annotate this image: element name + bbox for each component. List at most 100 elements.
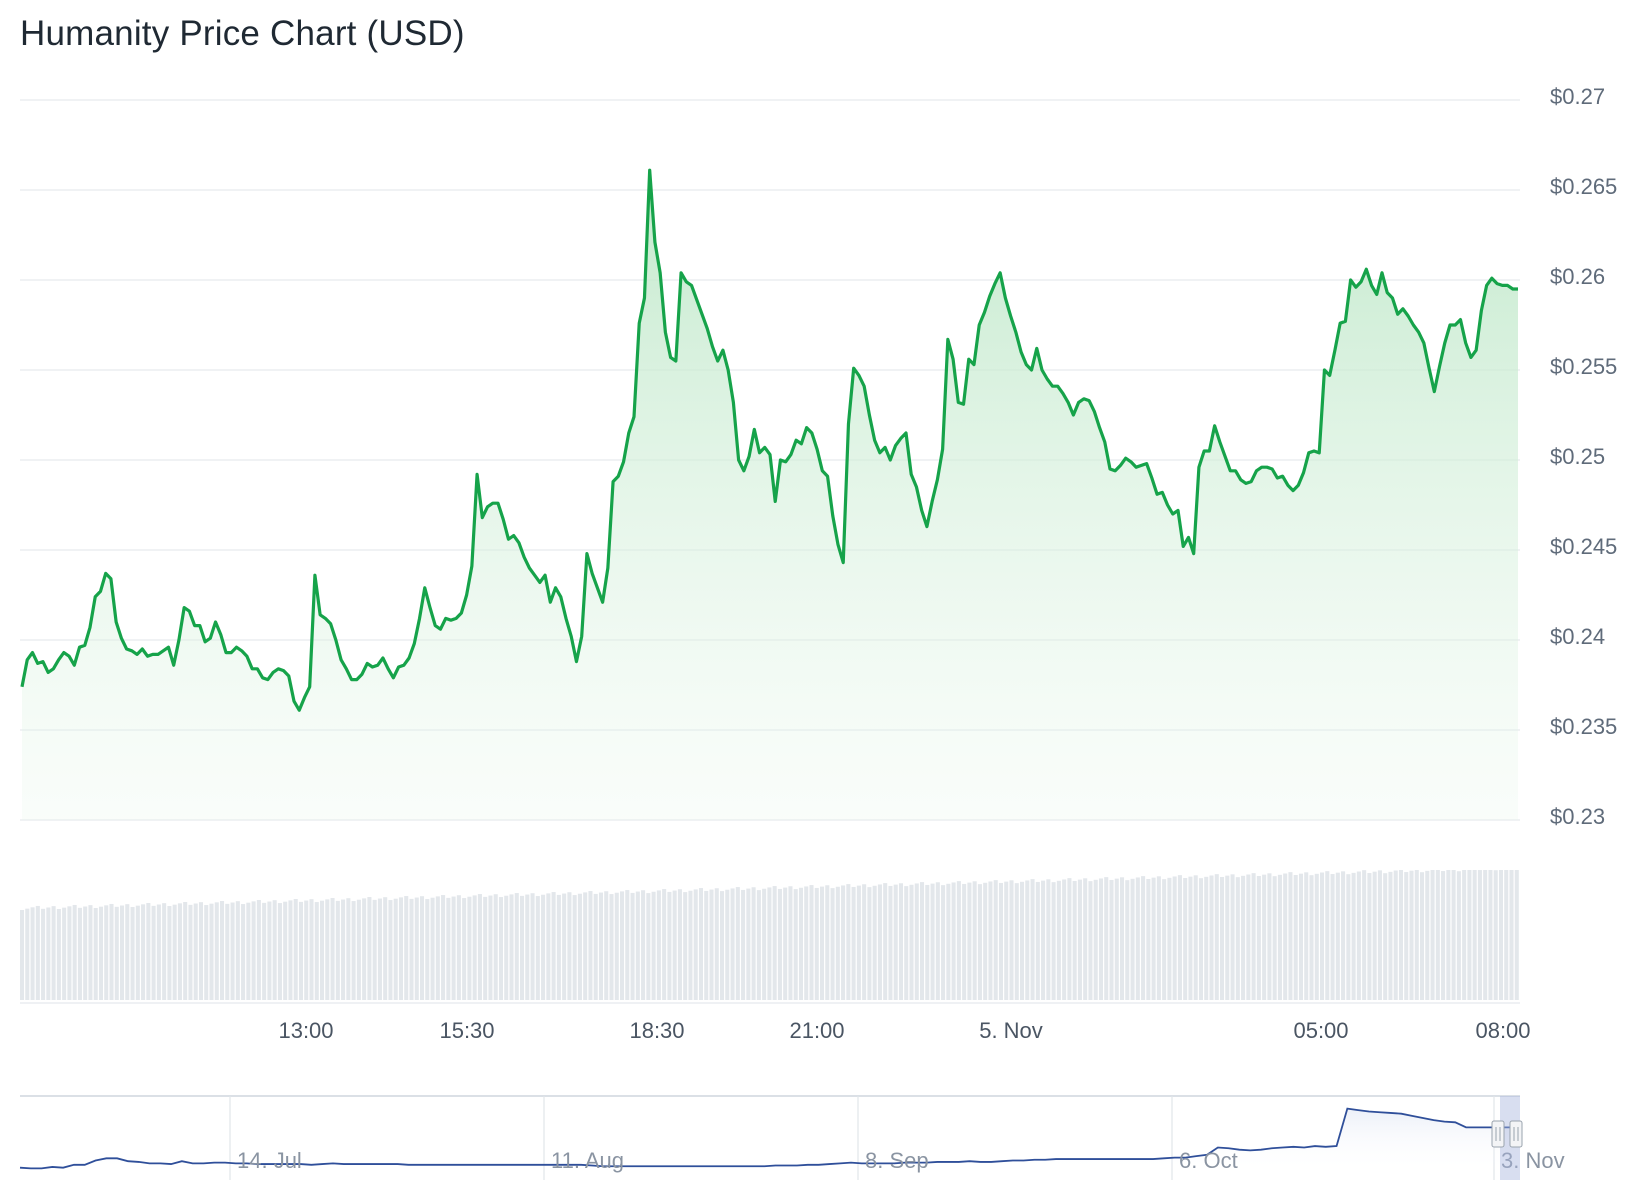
volume-bar (1314, 873, 1319, 1000)
volume-bar (767, 887, 772, 1000)
navigator-handle-right[interactable] (1509, 1120, 1523, 1148)
volume-bar (167, 906, 172, 1000)
volume-bar (746, 888, 751, 1000)
volume-bar (1083, 878, 1088, 1000)
volume-bar (635, 891, 640, 1000)
volume-bar (293, 899, 298, 1000)
volume-bar (256, 900, 261, 1000)
volume-bar (1246, 874, 1251, 1000)
volume-bar (556, 894, 561, 1000)
volume-bar (441, 895, 446, 1000)
volume-bar (1377, 870, 1382, 1000)
volume-bar (1193, 875, 1198, 1000)
volume-bar (409, 898, 414, 1000)
volume-bar (983, 882, 988, 1000)
volume-bar (609, 894, 614, 1000)
volume-bar (1367, 873, 1372, 1000)
volume-bar (1220, 877, 1225, 1000)
volume-bar (604, 891, 609, 1000)
volume-bar (214, 902, 219, 1000)
volume-bar (914, 883, 919, 1000)
volume-bar (1256, 876, 1261, 1000)
volume-bar (672, 890, 677, 1000)
volume-bar (677, 889, 682, 1000)
volume-bar (1435, 870, 1440, 1000)
volume-bar (993, 880, 998, 1000)
volume-bar (1493, 870, 1498, 1000)
volume-bar (567, 892, 572, 1000)
volume-bar (1283, 873, 1288, 1000)
volume-bar (835, 886, 840, 1000)
navigator-tick-label: 6. Oct (1179, 1148, 1238, 1173)
volume-bar (51, 906, 56, 1000)
volume-bar (751, 887, 756, 1000)
volume-bar (398, 897, 404, 1000)
x-tick-label: 5. Nov (979, 1018, 1043, 1043)
volume-bar (162, 903, 167, 1000)
volume-bar (377, 898, 382, 1000)
volume-bar (714, 888, 719, 1000)
volume-bar (1362, 870, 1367, 1000)
volume-bar (262, 902, 267, 1000)
volume-bar (335, 900, 340, 1000)
volume-bar (1346, 874, 1351, 1000)
volume-bar (514, 893, 519, 1000)
volume-bar (414, 897, 419, 1000)
volume-bar (467, 896, 472, 1000)
volume-bar (1251, 873, 1256, 1000)
y-tick-label: $0.255 (1550, 354, 1617, 379)
volume-bar (1125, 880, 1130, 1000)
volume-bar (156, 904, 161, 1000)
volume-bar (277, 903, 282, 1000)
y-tick-label: $0.265 (1550, 174, 1617, 199)
volume-bar (504, 895, 509, 1000)
navigator-handle-left[interactable] (1491, 1120, 1505, 1148)
volume-bar (483, 896, 488, 1000)
volume-bar (1456, 871, 1461, 1000)
volume-bar (920, 882, 925, 1000)
volume-bar (1267, 873, 1272, 1000)
volume-bar (1072, 880, 1077, 1000)
volume-bar (1514, 870, 1519, 1000)
volume-bar (404, 896, 409, 1000)
volume-bar (756, 890, 761, 1000)
volume-bar (772, 886, 777, 1000)
volume-bar (372, 899, 377, 1000)
volume-bar (1409, 870, 1414, 1000)
volume-bar (1120, 877, 1125, 1000)
navigator-tick-label: 8. Sep (865, 1148, 929, 1173)
volume-bar (298, 901, 304, 1000)
volume-bar (1320, 872, 1325, 1000)
volume-bar (809, 885, 814, 1000)
volume-bar (798, 887, 804, 1000)
x-tick-label: 15:30 (439, 1018, 494, 1043)
volume-bar (35, 905, 40, 1000)
volume-bar (1172, 876, 1177, 1000)
volume-bar (172, 904, 177, 1000)
volume-bar (1225, 875, 1230, 1000)
volume-bar (625, 890, 630, 1000)
volume-bar (1446, 870, 1451, 1000)
volume-bar (972, 881, 977, 1000)
volume-bar (383, 897, 388, 1000)
volume-bar (1004, 881, 1009, 1000)
navigator[interactable]: 14. Jul 11. Aug 8. Sep 6. Oct 3. Nov (19, 1095, 1565, 1180)
x-tick-label: 18:30 (629, 1018, 684, 1043)
volume-bar (56, 909, 61, 1000)
volume-bar (693, 889, 698, 1000)
volume-bar (546, 893, 551, 1000)
volume-bar (1109, 879, 1114, 1000)
volume-bar (351, 901, 356, 1000)
volume-bar (1088, 881, 1093, 1000)
volume-bar (1177, 875, 1182, 1000)
volume-bar (1009, 880, 1014, 1000)
volume-bar (1488, 870, 1493, 1000)
volume-bar (272, 900, 277, 1000)
volume-bar (356, 899, 361, 1000)
volume-bar (1404, 872, 1409, 1000)
volume-bar (1420, 872, 1425, 1000)
volume-bar (1388, 871, 1393, 1000)
volume-bar (1198, 878, 1204, 1000)
volume-bar (1451, 870, 1456, 1000)
price-area (22, 170, 1518, 820)
